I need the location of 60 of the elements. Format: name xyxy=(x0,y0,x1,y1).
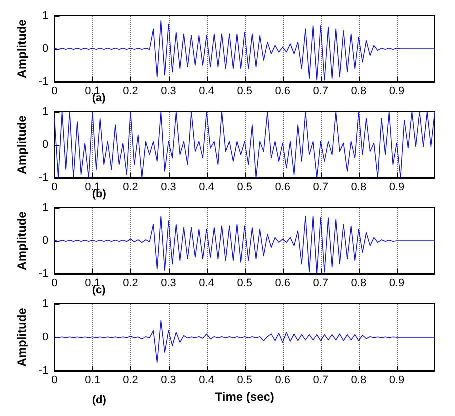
y-tick-label: -1 xyxy=(38,365,49,377)
x-tick-label: 0.3 xyxy=(161,374,176,386)
y-tick-label: 1 xyxy=(42,202,49,214)
x-tick-label: 0.4 xyxy=(199,374,214,386)
x-tick-label: 0 xyxy=(52,374,58,386)
x-tick-label: 0.5 xyxy=(237,182,252,194)
y-axis-title: Amplitude xyxy=(15,19,29,78)
y-tick-label: 0 xyxy=(42,139,49,151)
x-tick-label: 0.4 xyxy=(199,86,214,98)
y-tick-label: -1 xyxy=(38,76,49,88)
y-tick-label: 0 xyxy=(42,43,49,55)
y-tick-label: 1 xyxy=(42,298,49,310)
y-axis-title: Amplitude xyxy=(15,211,29,270)
x-tick-label: 0.4 xyxy=(199,182,214,194)
text: (d) xyxy=(92,394,107,406)
text: (b) xyxy=(92,188,107,200)
x-tick-label: 0.8 xyxy=(351,278,367,290)
x-tick-label: 0.6 xyxy=(275,86,291,98)
y-tick-label: 0 xyxy=(42,332,49,344)
x-tick-label: 0.6 xyxy=(275,182,291,194)
x-tick-label: 0.7 xyxy=(313,182,329,194)
y-tick-label: 1 xyxy=(42,106,49,118)
x-tick-label: 0.9 xyxy=(389,86,405,98)
x-tick-label: 0.5 xyxy=(237,374,252,386)
x-tick-label: 0.2 xyxy=(123,182,138,194)
y-tick-label: 1 xyxy=(42,10,49,22)
x-tick-label: 0 xyxy=(52,182,58,194)
text: (a) xyxy=(92,92,106,104)
x-axis-title: Time (sec) xyxy=(215,390,274,404)
x-tick-label: 0 xyxy=(52,86,58,98)
y-tick-label: -1 xyxy=(38,172,49,184)
y-axis-title: Amplitude xyxy=(15,115,29,174)
line-series xyxy=(54,320,436,364)
text: (c) xyxy=(92,284,106,296)
x-tick-label: 0 xyxy=(52,278,58,290)
x-tick-label: 0.3 xyxy=(161,182,176,194)
x-tick-label: 0.5 xyxy=(237,86,252,98)
y-tick-label: -1 xyxy=(38,268,49,280)
x-tick-label: 0.3 xyxy=(161,86,176,98)
x-tick-label: 0.2 xyxy=(123,86,138,98)
x-tick-label: 0.8 xyxy=(351,374,367,386)
x-tick-label: 0.8 xyxy=(351,86,367,98)
line-series xyxy=(54,112,436,178)
x-tick-label: 0.6 xyxy=(275,278,291,290)
x-tick-label: 0.7 xyxy=(313,278,329,290)
x-tick-label: 0.9 xyxy=(389,374,405,386)
y-axis-title: Amplitude xyxy=(15,308,29,367)
x-tick-label: 0.3 xyxy=(161,278,176,290)
y-tick-label: 0 xyxy=(42,235,49,247)
x-tick-label: 0.7 xyxy=(313,86,329,98)
x-tick-label: 0.2 xyxy=(123,278,138,290)
x-tick-label: 0.4 xyxy=(199,278,214,290)
x-tick-label: 0.1 xyxy=(85,374,100,386)
x-tick-label: 0.9 xyxy=(389,278,405,290)
x-tick-label: 0.2 xyxy=(123,374,138,386)
x-tick-label: 0.7 xyxy=(313,374,329,386)
x-tick-label: 0.8 xyxy=(351,182,367,194)
x-tick-label: 0.6 xyxy=(275,374,291,386)
x-tick-label: 0.5 xyxy=(237,278,252,290)
x-tick-label: 0.9 xyxy=(389,182,405,194)
